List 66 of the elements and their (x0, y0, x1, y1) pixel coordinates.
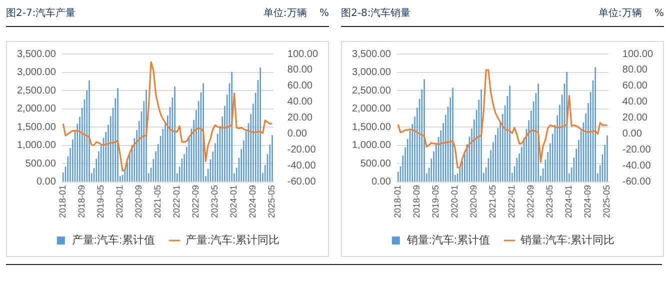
chart-title: 图2-8:汽车销量 (341, 6, 411, 20)
y2-tick-label: 20.00 (287, 112, 313, 124)
text: 单位:万辆 % (598, 6, 664, 20)
y2-tick-label: -40.00 (287, 160, 316, 172)
x-tick-label: 2020-01 (114, 184, 125, 218)
y-tick-label: 1,500.00 (352, 122, 392, 133)
y-tick-label: 3,000.00 (16, 67, 56, 78)
y-tick-label: 2,500.00 (352, 85, 392, 96)
y2-tick-label: 60.00 (622, 80, 648, 92)
x-tick-label: 2020-09 (134, 184, 144, 218)
y2-tick-label: 40.00 (287, 96, 313, 108)
y2-tick-label: -60.00 (287, 176, 316, 188)
x-tick-label: 2021-05 (152, 184, 163, 218)
y2-tick-label: -60.00 (622, 176, 652, 188)
y-tick-label: 0.00 (36, 176, 56, 188)
x-tick-label: 2019-05 (430, 184, 441, 218)
x-tick-label: 2024-01 (228, 184, 239, 218)
x-tick-label: 2018-01 (58, 184, 68, 218)
x-tick-label: 2025-05 (266, 184, 277, 218)
x-tick-label: 2018-01 (392, 184, 403, 218)
y-tick-label: 3,000.00 (352, 67, 392, 78)
legend-label: 销量:汽车:累计同比 (520, 234, 615, 247)
x-tick-label: 2023-05 (544, 184, 555, 218)
y2-tick-label: 0.00 (287, 128, 308, 140)
legend-label: 产量:汽车:累计同比 (186, 234, 280, 247)
y-tick-label: 1,000.00 (16, 140, 56, 152)
y-tick-label: 3,500.00 (16, 48, 56, 60)
y-tick-label: 500.00 (360, 158, 392, 170)
x-tick-label: 2021-05 (488, 184, 498, 218)
y-tick-label: 1,000.00 (352, 140, 392, 152)
legend-label: 销量:汽车:累计值 (406, 234, 490, 247)
legend-label: 产量:汽车:累计值 (72, 234, 156, 247)
x-tick-label: 2022-01 (506, 184, 517, 218)
x-tick-label: 2024-01 (564, 184, 574, 218)
y2-tick-label: 80.00 (622, 64, 648, 76)
x-tick-label: 2023-05 (210, 184, 220, 218)
x-tick-label: 2020-09 (468, 184, 479, 218)
x-tick-label: 2024-09 (582, 184, 593, 218)
x-tick-label: 2022-01 (172, 184, 182, 218)
x-tick-label: 2018-09 (76, 184, 87, 218)
y2-tick-label: 80.00 (287, 64, 313, 76)
x-tick-label: 2025-05 (602, 184, 612, 218)
x-tick-label: 2022-09 (526, 184, 536, 218)
y2-tick-label: -20.00 (622, 144, 652, 156)
y-tick-label: 2,500.00 (16, 85, 56, 96)
y2-tick-label: 60.00 (287, 80, 313, 92)
x-tick-label: 2018-09 (412, 184, 422, 218)
chart-title: 图2-7:汽车产量 (6, 6, 76, 20)
y-tick-label: 0.00 (371, 176, 392, 188)
y-tick-label: 500.00 (25, 158, 56, 170)
x-tick-label: 2024-09 (248, 184, 258, 218)
y-tick-label: 2,000.00 (16, 104, 56, 115)
x-tick-label: 2020-01 (450, 184, 460, 218)
y-tick-label: 3,500.00 (352, 48, 392, 60)
x-tick-label: 2022-09 (190, 184, 201, 218)
y2-tick-label: 40.00 (622, 96, 648, 108)
y-tick-label: 1,500.00 (16, 122, 56, 133)
y-tick-label: 2,000.00 (352, 104, 392, 115)
y2-tick-label: 20.00 (622, 112, 648, 124)
y2-tick-label: -40.00 (622, 160, 652, 172)
y2-tick-label: 100.00 (287, 48, 318, 60)
y2-tick-label: 100.00 (622, 48, 654, 60)
y2-tick-label: -20.00 (287, 144, 316, 156)
text: 单位:万辆 % (263, 6, 329, 20)
y2-tick-label: 0.00 (622, 128, 642, 140)
x-tick-label: 2019-05 (96, 184, 106, 218)
